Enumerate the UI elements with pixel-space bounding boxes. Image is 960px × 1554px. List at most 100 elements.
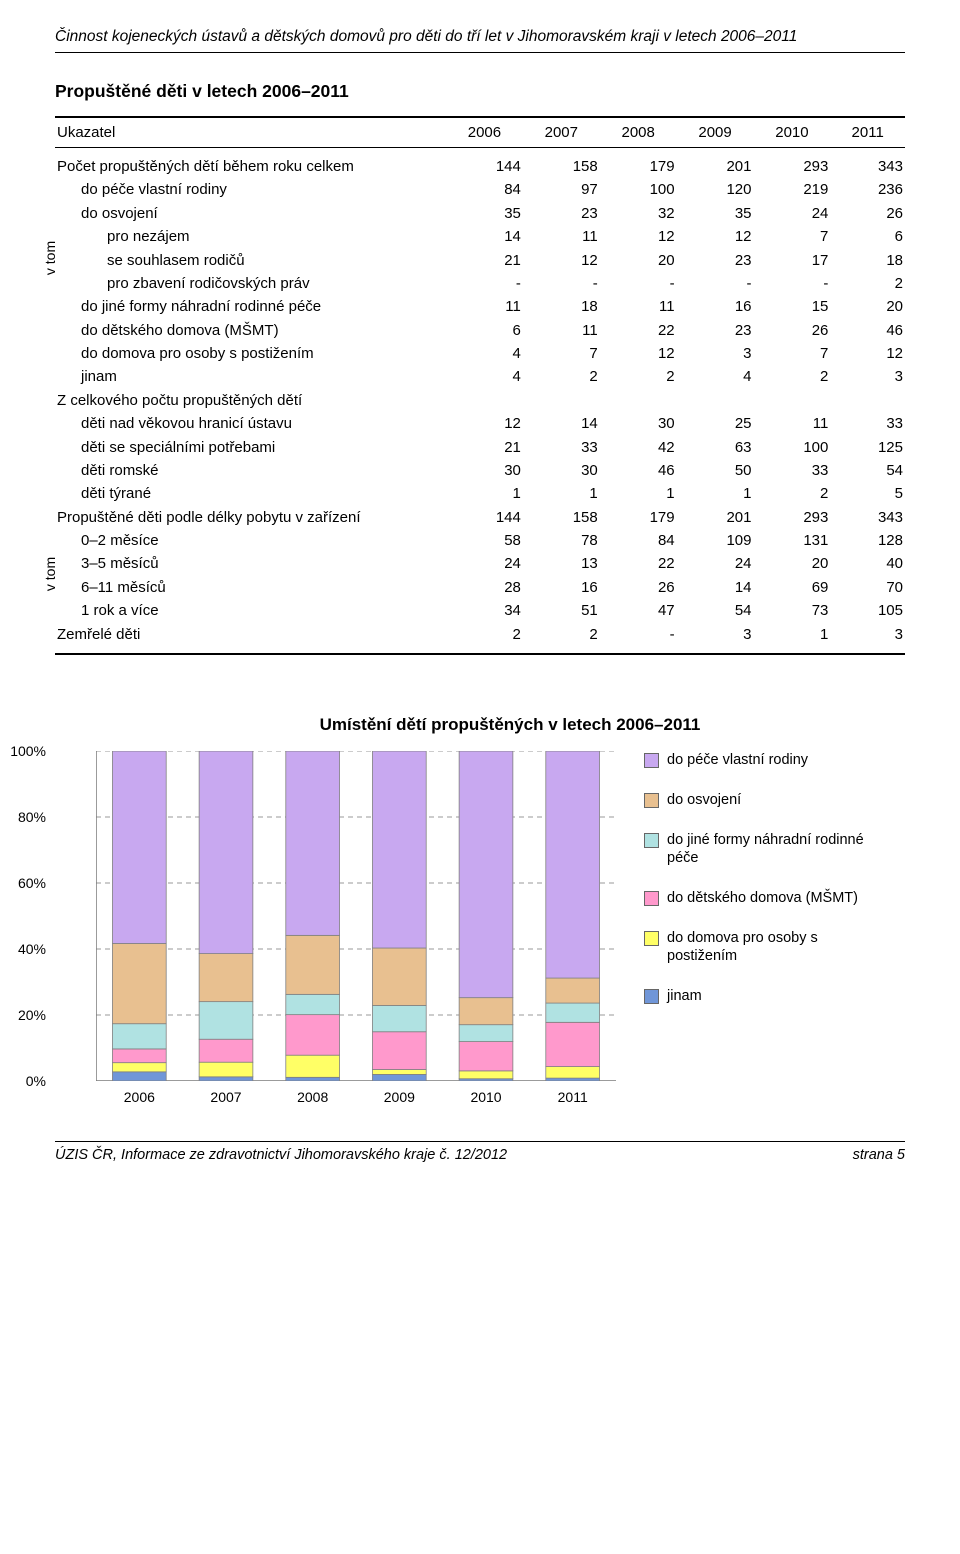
table-cell-label: do dětského domova (MŠMT): [55, 318, 446, 341]
table-cell: 73: [754, 599, 831, 622]
table-cell: -: [600, 622, 677, 653]
data-table: Ukazatel 200620072008200920102011 Počet …: [55, 116, 905, 655]
table-row: pro nezájem1411121276: [55, 225, 905, 248]
chart-y-tick: 20%: [18, 1007, 46, 1023]
table-cell: 3: [677, 622, 754, 653]
table-title: Propuštěné děti v letech 2006–2011: [55, 81, 905, 102]
legend-label: do domova pro osoby s postižením: [667, 929, 864, 965]
chart-y-tick: 0%: [26, 1073, 46, 1089]
table-cell-label: 3–5 měsíců: [55, 552, 446, 575]
table-cell: 24: [754, 202, 831, 225]
chart-y-tick: 40%: [18, 941, 46, 957]
table-cell: 1: [523, 482, 600, 505]
legend-swatch: [644, 891, 659, 906]
table-cell: 12: [523, 248, 600, 271]
legend-item: jinam: [644, 987, 864, 1005]
table-row: Propuštěné děti podle délky pobytu v zař…: [55, 505, 905, 528]
table-cell: 120: [677, 178, 754, 201]
table-cell: 4: [446, 342, 523, 365]
table-cell: 12: [677, 225, 754, 248]
table-cell: 26: [600, 576, 677, 599]
table-cell: 35: [677, 202, 754, 225]
table-cell: -: [446, 272, 523, 295]
table-cell: 26: [830, 202, 905, 225]
chart-x-tick: 2007: [183, 1089, 270, 1105]
table-cell: 15: [754, 295, 831, 318]
chart-svg: [96, 751, 616, 1081]
footer-right: strana 5: [853, 1147, 905, 1163]
table-cell: [446, 389, 523, 412]
table-header-year: 2011: [830, 117, 905, 148]
table-cell: 144: [446, 148, 523, 179]
table-cell: 12: [600, 225, 677, 248]
table-cell: 11: [600, 295, 677, 318]
table-row: se souhlasem rodičů211220231718: [55, 248, 905, 271]
table-header-year: 2010: [754, 117, 831, 148]
table-row: děti týrané111125: [55, 482, 905, 505]
table-cell: [523, 389, 600, 412]
table-cell: 58: [446, 529, 523, 552]
legend-label: do osvojení: [667, 791, 741, 809]
table-cell: 3: [677, 342, 754, 365]
table-cell: 1: [446, 482, 523, 505]
legend-item: do domova pro osoby s postižením: [644, 929, 864, 965]
table-container: v tom v tom Ukazatel 2006200720082009201…: [55, 116, 905, 655]
table-cell: 293: [754, 505, 831, 528]
legend-label: do dětského domova (MŠMT): [667, 889, 858, 907]
table-cell: 219: [754, 178, 831, 201]
table-cell: 100: [600, 178, 677, 201]
chart-x-axis: 200620072008200920102011: [96, 1089, 616, 1105]
table-cell-label: do osvojení: [55, 202, 446, 225]
table-cell-label: děti se speciálními potřebami: [55, 435, 446, 458]
table-row: do péče vlastní rodiny8497100120219236: [55, 178, 905, 201]
table-cell: 11: [523, 225, 600, 248]
table-cell: 51: [523, 599, 600, 622]
table-row: 3–5 měsíců241322242040: [55, 552, 905, 575]
legend-item: do jiné formy náhradní rodinné péče: [644, 831, 864, 867]
page-footer: ÚZIS ČR, Informace ze zdravotnictví Jiho…: [55, 1141, 905, 1163]
table-cell: 42: [600, 435, 677, 458]
table-cell: 179: [600, 148, 677, 179]
table-cell: 13: [523, 552, 600, 575]
table-cell: 20: [600, 248, 677, 271]
table-row: děti nad věkovou hranicí ústavu121430251…: [55, 412, 905, 435]
legend-label: jinam: [667, 987, 702, 1005]
table-cell: 343: [830, 505, 905, 528]
table-cell: 2: [523, 622, 600, 653]
table-cell-label: jinam: [55, 365, 446, 388]
table-cell: -: [677, 272, 754, 295]
vtom-label-1: v tom: [42, 241, 58, 275]
table-header-year: 2007: [523, 117, 600, 148]
table-header-year: 2006: [446, 117, 523, 148]
table-cell: 47: [600, 599, 677, 622]
table-cell: 33: [754, 459, 831, 482]
table-cell: 84: [446, 178, 523, 201]
table-cell: 69: [754, 576, 831, 599]
table-row: 6–11 měsíců281626146970: [55, 576, 905, 599]
table-cell: 201: [677, 148, 754, 179]
table-cell: 7: [754, 342, 831, 365]
table-cell: 11: [446, 295, 523, 318]
table-cell: 5: [830, 482, 905, 505]
legend-swatch: [644, 931, 659, 946]
chart-area: 0%20%40%60%80%100% 200620072008200920102…: [55, 751, 905, 1081]
table-row: 1 rok a více3451475473105: [55, 599, 905, 622]
chart-y-tick: 80%: [18, 809, 46, 825]
chart-x-tick: 2009: [356, 1089, 443, 1105]
table-cell: 236: [830, 178, 905, 201]
table-cell: -: [600, 272, 677, 295]
table-cell: 105: [830, 599, 905, 622]
table-cell: 16: [523, 576, 600, 599]
table-cell: 20: [830, 295, 905, 318]
vtom-label-2: v tom: [42, 556, 58, 590]
legend-swatch: [644, 989, 659, 1004]
table-row: Zemřelé děti22-313: [55, 622, 905, 653]
table-cell: 33: [523, 435, 600, 458]
table-cell-label: děti nad věkovou hranicí ústavu: [55, 412, 446, 435]
table-cell: 2: [600, 365, 677, 388]
legend-swatch: [644, 793, 659, 808]
table-cell: 63: [677, 435, 754, 458]
table-cell: 100: [754, 435, 831, 458]
table-cell: 40: [830, 552, 905, 575]
legend-item: do osvojení: [644, 791, 864, 809]
